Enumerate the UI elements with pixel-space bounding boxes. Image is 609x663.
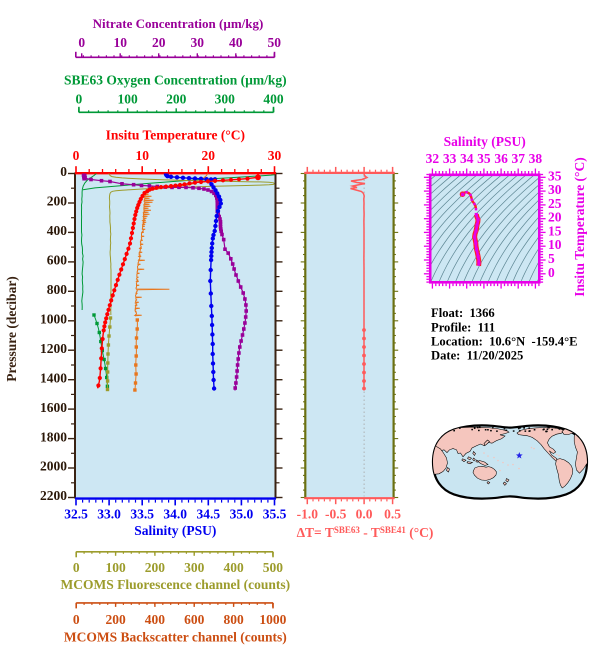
svg-text:SBE63 Oxygen Concentration (µm: SBE63 Oxygen Concentration (µm/kg) [64, 73, 287, 88]
svg-text:34.0: 34.0 [163, 506, 187, 521]
svg-text:300: 300 [184, 560, 205, 575]
svg-text:20: 20 [202, 148, 216, 163]
svg-text:Salinity (PSU): Salinity (PSU) [134, 523, 216, 538]
svg-text:200: 200 [105, 612, 126, 627]
svg-text:30: 30 [548, 182, 562, 197]
svg-text:Date: 11/20/2025: Date: 11/20/2025 [431, 349, 523, 363]
svg-text:10: 10 [113, 35, 127, 50]
svg-text:5: 5 [548, 251, 555, 266]
svg-text:20: 20 [152, 35, 166, 50]
svg-text:1800: 1800 [40, 429, 67, 444]
svg-text:2000: 2000 [40, 459, 67, 474]
svg-text:10: 10 [548, 237, 562, 252]
svg-text:800: 800 [47, 282, 68, 297]
svg-text:35: 35 [548, 168, 562, 183]
svg-text:0.5: 0.5 [384, 507, 401, 522]
svg-text:20: 20 [548, 210, 562, 225]
svg-text:Pressure (decibar): Pressure (decibar) [4, 276, 19, 382]
svg-text:-0.5: -0.5 [325, 507, 347, 522]
svg-text:1600: 1600 [40, 400, 67, 415]
svg-text:1000: 1000 [40, 312, 67, 327]
svg-text:MCOMS Fluorescence channel (co: MCOMS Fluorescence channel (counts) [60, 577, 290, 592]
svg-text:200: 200 [47, 194, 68, 209]
svg-text:Insitu Temperature (°C): Insitu Temperature (°C) [572, 157, 587, 296]
svg-text:50: 50 [268, 35, 282, 50]
svg-text:Profile: 111: Profile: 111 [431, 320, 495, 334]
svg-text:1400: 1400 [40, 370, 67, 385]
svg-text:30: 30 [191, 35, 205, 50]
svg-text:0: 0 [60, 164, 67, 179]
svg-text:500: 500 [263, 560, 284, 575]
svg-text:0: 0 [73, 612, 80, 627]
svg-text:Insitu Temperature (°C): Insitu Temperature (°C) [106, 128, 245, 143]
svg-text:100: 100 [117, 91, 138, 106]
svg-text:Salinity (PSU): Salinity (PSU) [444, 134, 526, 149]
svg-text:35: 35 [477, 151, 491, 166]
svg-text:Location: 10.6°N -159.4°E: Location: 10.6°N -159.4°E [431, 335, 578, 349]
svg-text:0: 0 [73, 560, 80, 575]
svg-text:25: 25 [548, 196, 562, 211]
svg-text:40: 40 [229, 35, 243, 50]
svg-text:-1.0: -1.0 [297, 507, 319, 522]
svg-text:0: 0 [76, 91, 83, 106]
svg-text:32: 32 [426, 151, 440, 166]
svg-text:34.5: 34.5 [196, 506, 220, 521]
svg-text:10: 10 [135, 148, 149, 163]
svg-text:15: 15 [548, 223, 562, 238]
svg-text:200: 200 [145, 560, 166, 575]
svg-text:0: 0 [73, 148, 80, 163]
svg-text:1200: 1200 [40, 341, 67, 356]
svg-text:30: 30 [268, 148, 282, 163]
svg-text:400: 400 [223, 560, 244, 575]
svg-text:0.0: 0.0 [356, 507, 373, 522]
svg-text:34: 34 [460, 151, 474, 166]
svg-text:400: 400 [263, 91, 284, 106]
svg-text:600: 600 [47, 253, 68, 268]
svg-text:ΔT= TSBE63 - TSBE41 (°C): ΔT= TSBE63 - TSBE41 (°C) [297, 525, 434, 540]
svg-text:400: 400 [47, 223, 68, 238]
svg-text:300: 300 [215, 91, 236, 106]
svg-text:38: 38 [529, 151, 543, 166]
svg-text:1000: 1000 [259, 612, 286, 627]
svg-text:36: 36 [494, 151, 508, 166]
svg-text:33: 33 [443, 151, 457, 166]
svg-text:35.5: 35.5 [263, 506, 287, 521]
svg-text:0: 0 [548, 265, 555, 280]
svg-text:400: 400 [145, 612, 166, 627]
svg-text:33.0: 33.0 [97, 506, 121, 521]
svg-text:600: 600 [184, 612, 205, 627]
svg-text:800: 800 [223, 612, 244, 627]
svg-text:100: 100 [105, 560, 126, 575]
svg-text:MCOMS Backscatter channel (cou: MCOMS Backscatter channel (counts) [64, 630, 287, 645]
svg-text:32.5: 32.5 [64, 506, 88, 521]
svg-text:35.0: 35.0 [230, 506, 254, 521]
svg-text:37: 37 [511, 151, 525, 166]
svg-text:2200: 2200 [40, 488, 67, 503]
svg-text:200: 200 [166, 91, 187, 106]
svg-text:33.5: 33.5 [130, 506, 154, 521]
svg-text:0: 0 [78, 35, 85, 50]
svg-text:Nitrate Concentration (µm/kg): Nitrate Concentration (µm/kg) [93, 16, 264, 31]
svg-text:Float: 1366: Float: 1366 [431, 306, 495, 320]
